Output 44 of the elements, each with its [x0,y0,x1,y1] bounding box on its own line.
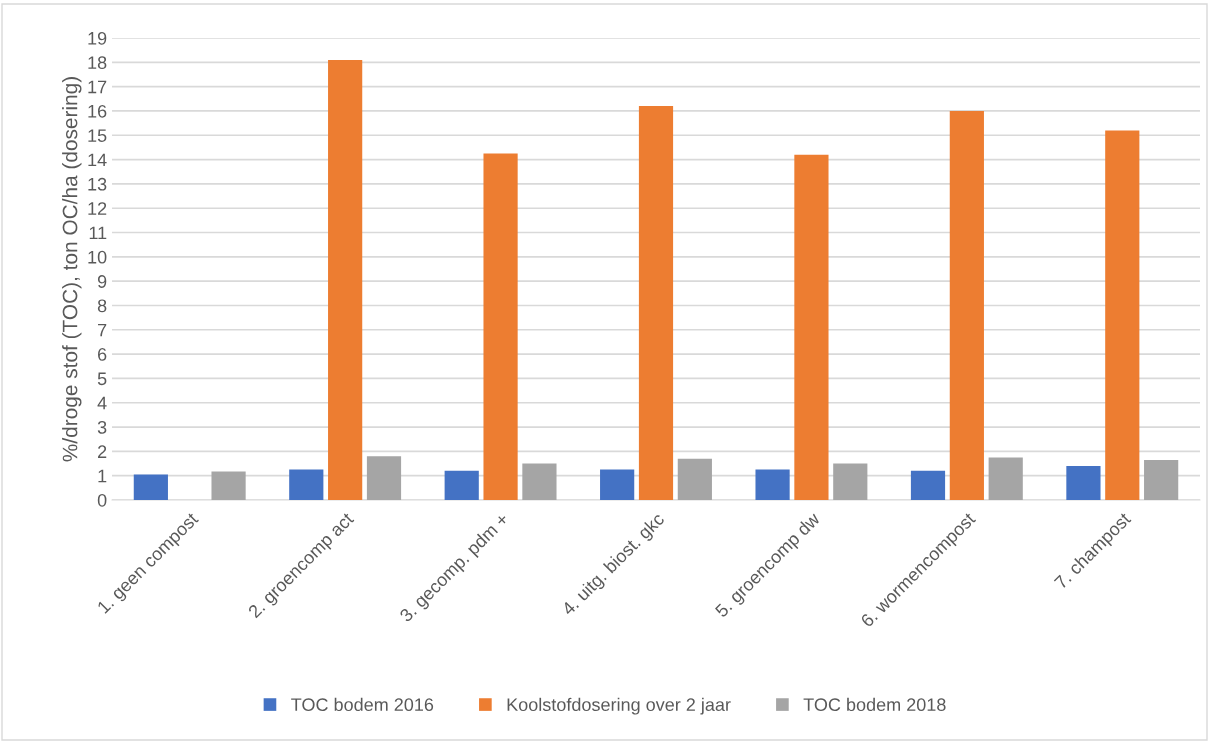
y-tick-label: 0 [97,493,107,507]
y-tick-label: 17 [88,80,107,94]
bar [1144,459,1179,500]
bar [522,463,557,500]
legend-label: TOC bodem 2016 [291,697,434,712]
bar [677,458,712,500]
y-tick-label: 1 [98,469,107,483]
bar [1066,465,1101,500]
bar [444,470,479,500]
y-tick-label: 2 [98,445,107,458]
bar [366,456,402,500]
y-tick-label: 14 [88,153,107,167]
y-tick-label: 10 [88,250,107,264]
y-tick-label: 8 [97,299,107,313]
bar [483,153,518,500]
bar [1105,130,1140,500]
y-tick-label: 12 [88,202,107,215]
y-tick-label: 3 [97,420,107,434]
bar [133,474,168,500]
bar [328,59,363,500]
bar [833,463,868,500]
y-axis-title: %/droge stof (TOC), ton OC/ha (dosering) [62,77,82,462]
bar [755,469,790,500]
bar [794,154,829,500]
y-tick-label: 7 [98,323,107,337]
y-tick-label: 19 [88,31,107,45]
y-tick-label: 18 [88,56,107,70]
y-tick-label: 16 [88,104,107,118]
legend-label: TOC bodem 2018 [803,697,946,712]
y-tick-label: 15 [88,129,107,142]
bar [949,110,984,500]
bar [638,106,674,500]
bar [289,469,324,500]
bar [988,457,1023,500]
y-tick-label: 11 [89,226,107,240]
legend-label: Koolstofdosering over 2 jaar [507,697,731,715]
bar [600,469,635,500]
bar [910,470,946,500]
y-tick-label: 5 [97,372,107,386]
bar [211,471,246,500]
y-tick-label: 4 [97,396,107,410]
y-tick-label: 13 [88,177,107,191]
y-tick-label: 9 [97,275,107,288]
y-tick-label: 6 [98,348,107,361]
